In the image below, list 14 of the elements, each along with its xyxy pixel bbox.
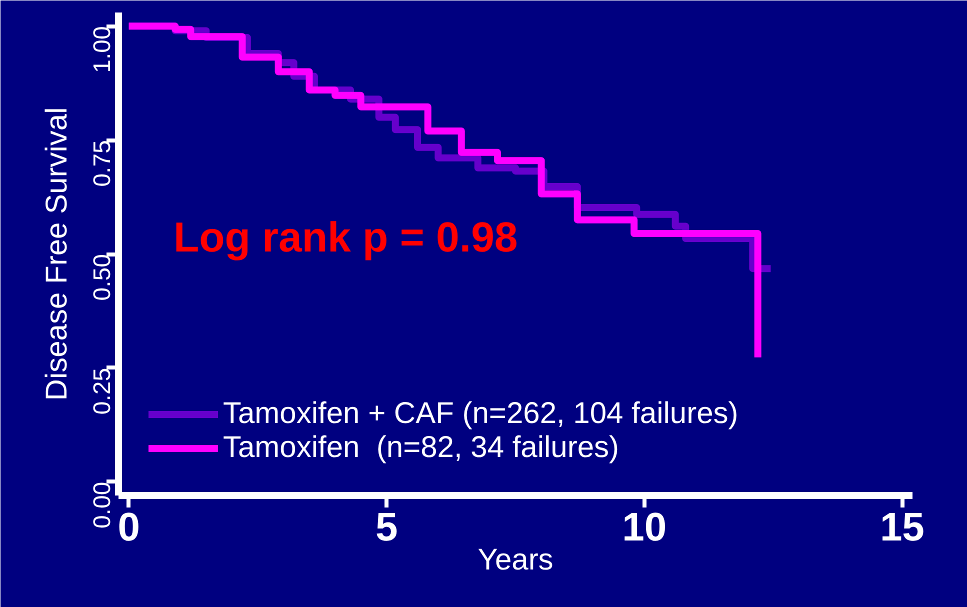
x-tick-label: 5 xyxy=(375,506,398,550)
legend-label: Tamoxifen (n=82, 34 failures) xyxy=(223,431,620,465)
legend-label: Tamoxifen + CAF (n=262, 104 failures) xyxy=(223,397,738,431)
y-tick-label: 0.00 xyxy=(89,482,116,529)
x-tick-label: 15 xyxy=(880,506,924,550)
y-tick-label: 0.75 xyxy=(89,140,116,187)
y-tick-label: 1.00 xyxy=(89,26,116,73)
y-axis-title: Disease Free Survival xyxy=(40,107,74,401)
x-tick-label: 0 xyxy=(118,506,140,550)
x-axis-title: Years xyxy=(478,544,554,576)
annotation: Log rank p = 0.98 xyxy=(174,214,518,260)
x-tick-label: 10 xyxy=(622,506,667,550)
y-tick-label: 0.50 xyxy=(89,254,116,301)
y-tick-label: 0.25 xyxy=(89,368,116,415)
